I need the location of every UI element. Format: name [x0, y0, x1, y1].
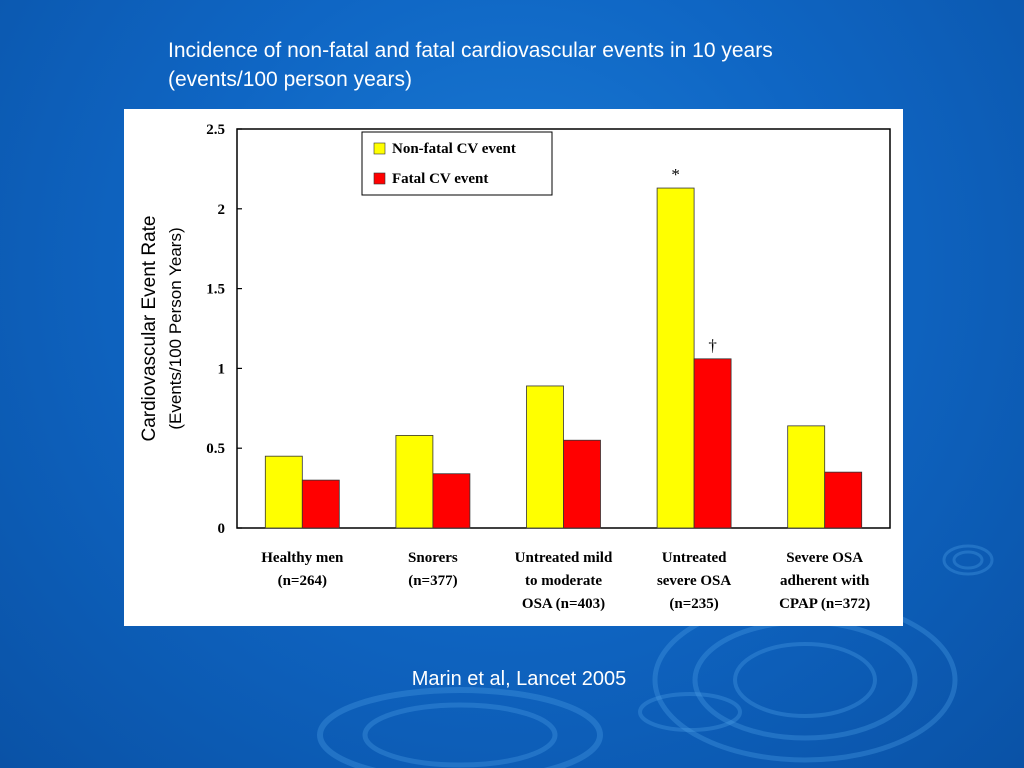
y-tick-label: 1 — [218, 361, 226, 377]
y-tick-label: 2.5 — [206, 122, 225, 138]
slide-title-line-2: (events/100 person years) — [168, 68, 412, 91]
y-tick-label: 0 — [218, 521, 226, 537]
x-category-label-line: (n=235) — [669, 596, 718, 612]
y-axis-title-line-2: (Events/100 Person Years) — [166, 227, 185, 429]
y-axis-title-line-1: Cardiovascular Event Rate — [139, 216, 160, 442]
x-category-label-line: (n=377) — [408, 573, 457, 589]
bar-fatal — [563, 439, 601, 529]
legend-swatch — [373, 142, 386, 155]
y-tick-label: 1.5 — [206, 282, 225, 298]
legend-label: Fatal CV event — [392, 171, 488, 187]
x-category-label-line: CPAP (n=372) — [779, 596, 870, 612]
x-category-label-line: (n=264) — [278, 573, 327, 589]
bar-non-fatal — [395, 435, 434, 529]
y-tick-label: 0.5 — [206, 441, 225, 457]
bar-fatal — [693, 358, 732, 529]
x-category-label-line: to moderate — [525, 573, 602, 589]
bar-non-fatal — [264, 455, 303, 529]
x-category-label-line: Untreated — [662, 550, 727, 566]
x-category-label: Healthy men (n=264) — [261, 550, 344, 589]
legend-label: Non-fatal CV event — [392, 141, 516, 157]
x-category-label: Untreated severe OSA (n=235) — [657, 550, 731, 612]
x-category-label-line: Untreated mild — [515, 550, 613, 566]
legend-swatch — [373, 172, 386, 185]
bar-fatal — [301, 479, 340, 529]
bar-annotation: † — [708, 336, 717, 355]
x-category-label-line: severe OSA — [657, 573, 731, 589]
x-category-label: Severe OSA adherent with CPAP (n=372) — [779, 550, 870, 612]
citation: Marin et al, Lancet 2005 — [411, 668, 627, 690]
bar-fatal — [824, 471, 863, 529]
x-category-label-line: Healthy men — [261, 550, 344, 566]
x-category-label-line: Snorers — [408, 550, 458, 566]
x-category-label: Snorers (n=377) — [408, 550, 458, 589]
bar-non-fatal — [526, 385, 564, 529]
x-category-label: Untreated mild to moderate OSA (n=403) — [515, 550, 613, 612]
x-category-label-line: OSA (n=403) — [522, 596, 605, 612]
bar-annotation: * — [671, 165, 680, 184]
x-category-label-line: Severe OSA — [786, 550, 863, 566]
slide-title: Incidence of non-fatal and fatal cardiov… — [168, 36, 948, 94]
y-tick-label: 2 — [218, 202, 226, 218]
bar-fatal — [432, 473, 471, 529]
bar-non-fatal — [656, 187, 695, 529]
x-category-label-line: adherent with — [780, 573, 870, 589]
chart-panel: 0 0.5 1 1.5 2 2.5 * † Healthy men (n=264) Snorer… — [124, 109, 903, 626]
bar-non-fatal — [787, 425, 826, 529]
bar-chart: 0 0.5 1 1.5 2 2.5 * † Healthy men (n=264) Snorer… — [139, 122, 891, 612]
slide-title-line-1: Incidence of non-fatal and fatal cardiov… — [168, 39, 773, 62]
legend-box — [361, 131, 553, 196]
